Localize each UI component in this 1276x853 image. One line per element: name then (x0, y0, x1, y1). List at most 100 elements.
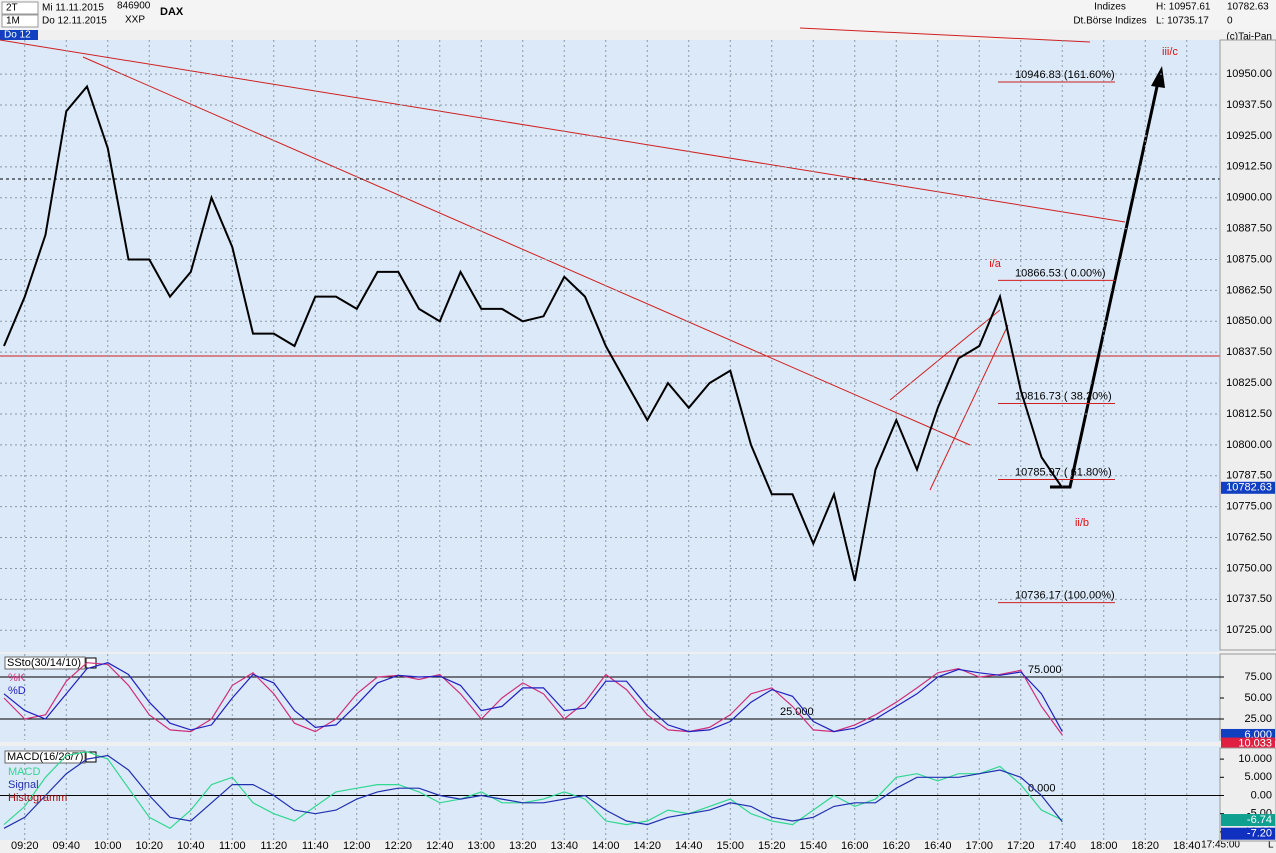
x-tick-label: 10:20 (135, 840, 163, 852)
x-tick-label: 11:20 (260, 840, 287, 852)
x-tick-label: 15:20 (758, 840, 786, 852)
x-tick-label: 14:20 (633, 840, 661, 852)
y-tick-label: 10825.00 (1226, 377, 1272, 389)
fib-label: 10816.73 ( 38.20%) (1015, 390, 1112, 402)
y-tick-label: 10900.00 (1226, 192, 1272, 204)
copyright: (c)Tai-Pan (1226, 32, 1272, 43)
x-tick-label: 18:00 (1090, 840, 1118, 852)
title-box (4, 656, 86, 670)
panel-title: SSto(30/14/10) (7, 657, 81, 669)
panel-title: MACD(16/26/7) (7, 751, 83, 763)
x-tick-label: 16:20 (882, 840, 910, 852)
x-tick-label: 13:20 (509, 840, 537, 852)
date-to: Do 12.11.2015 (42, 16, 107, 27)
y-tick-label: 75.00 (1244, 671, 1272, 683)
period2-select[interactable] (1, 14, 39, 28)
day-tag-bg (0, 30, 38, 40)
y-tick-label: 0.00 (1251, 789, 1272, 801)
x-tick-label: 12:00 (343, 840, 371, 852)
y-tick-label: 10937.50 (1226, 99, 1272, 111)
exchange: XXP (125, 15, 145, 26)
x-tick-label: 15:00 (716, 840, 744, 852)
y-tick-label: 5.000 (1244, 771, 1272, 783)
legend-entry: %D (8, 685, 26, 697)
last-tag (1221, 481, 1275, 494)
x-tick-label: 14:00 (592, 840, 620, 852)
x-tick-label: 16:40 (924, 840, 952, 852)
low: L: 10735.17 (1156, 16, 1209, 27)
legend-entry: %K (8, 672, 26, 684)
group: Indizes (1094, 2, 1126, 13)
y-tick-label: 10800.00 (1226, 439, 1272, 451)
fib-label: 10946.83 (161.60%) (1015, 69, 1115, 81)
y-tick-label: 10875.00 (1226, 253, 1272, 265)
y-tick-label: 10887.50 (1226, 223, 1272, 235)
y-tick-label: 10787.50 (1226, 470, 1272, 482)
y-tick-label: 25.00 (1244, 713, 1272, 725)
trend-line (82, 56, 971, 446)
last-label: 10.033 (1238, 737, 1272, 749)
period: 2T (6, 3, 18, 14)
projection-arrow (1050, 81, 1160, 489)
x-tick-label: 15:40 (799, 840, 827, 852)
level-label: 0.000 (1028, 782, 1056, 794)
x-tick-label: 17:20 (1007, 840, 1035, 852)
y-tick-label: 10812.50 (1226, 408, 1272, 420)
y-tick-label: 10862.50 (1226, 284, 1272, 296)
last-label: -7.20 (1247, 828, 1272, 840)
cursor-time: 17:45:00 (1201, 840, 1240, 851)
last-text: 10782.63 (1227, 2, 1269, 13)
x-tick-label: 13:00 (467, 840, 495, 852)
x-tick-label: 13:40 (550, 840, 578, 852)
legend-entry: Signal (8, 779, 39, 791)
macd-panel (0, 746, 1220, 840)
y-tick-label: 10912.50 (1226, 161, 1272, 173)
axis-panel (1219, 653, 1276, 741)
y-tick-label: 10925.00 (1226, 130, 1272, 142)
x-tick-label: 18:20 (1131, 840, 1159, 852)
x-tick-label: 12:20 (384, 840, 412, 852)
x-tick-label: 11:40 (302, 840, 329, 852)
wave-label: iii/c (1162, 46, 1178, 58)
x-tick-label: 14:40 (675, 840, 703, 852)
y-tick-label: 10775.00 (1226, 501, 1272, 513)
y-tick-label: 10762.50 (1226, 531, 1272, 543)
series-line (3, 662, 1063, 733)
last-label: 10782.63 (1226, 482, 1272, 494)
y-tick-label: 10737.50 (1226, 593, 1272, 605)
y-tick-label: 10837.50 (1226, 346, 1272, 358)
wave-label: i/a (989, 258, 1002, 270)
x-tick-label: 18:40 (1173, 840, 1201, 852)
date-from: Mi 11.11.2015 (42, 3, 104, 14)
last-tag (1221, 827, 1275, 840)
x-tick-label: 17:00 (965, 840, 993, 852)
y-tick-label: 10725.00 (1226, 624, 1272, 636)
y-tick-label: 10950.00 (1226, 68, 1272, 80)
arrow-head (1151, 66, 1165, 88)
y-tick-label: 10850.00 (1226, 315, 1272, 327)
toolbar (0, 0, 1276, 30)
trend-line (799, 27, 1091, 43)
fib-label: 10736.17 (100.00%) (1015, 590, 1115, 602)
y-tick-label: 50.00 (1244, 692, 1272, 704)
period2: 1M (6, 16, 20, 27)
wkn: 846900 (117, 1, 151, 12)
legend-entry: MACD (8, 766, 40, 778)
series-line (3, 754, 1063, 829)
x-tick-label: 09:20 (11, 840, 39, 852)
last-label: -6.74 (1247, 814, 1272, 826)
channel-line (889, 309, 1001, 401)
legend-entry: Histogramm (8, 792, 67, 804)
x-tick-label: 11:00 (219, 840, 246, 852)
series-line (3, 84, 1064, 582)
y-tick-label: 10.000 (1238, 753, 1272, 765)
period-select[interactable] (1, 1, 39, 15)
x-tick-label: 10:00 (94, 840, 122, 852)
instrument: DAX (160, 6, 184, 18)
fib-label: 10866.53 ( 0.00%) (1015, 267, 1106, 279)
price-panel (0, 40, 1220, 652)
x-tick-label: 09:40 (52, 840, 80, 852)
title-box (4, 750, 86, 764)
change: 0 (1227, 16, 1233, 27)
